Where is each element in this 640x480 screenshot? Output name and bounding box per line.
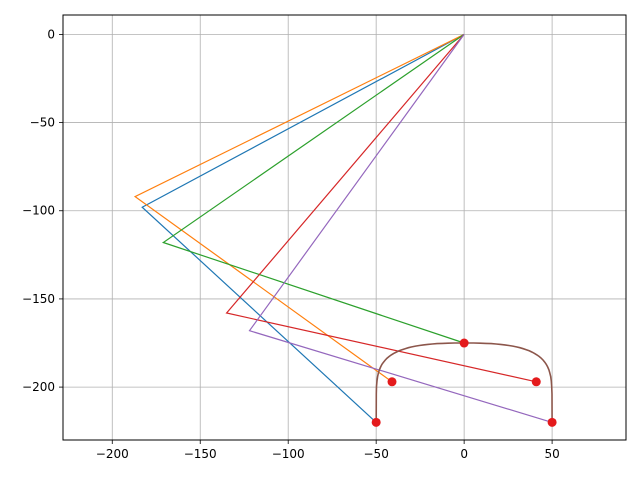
x-tick-label: −200 — [96, 447, 129, 461]
series-line-1 — [141, 33, 465, 423]
x-tick-label: 0 — [460, 447, 468, 461]
y-tick-label: 0 — [47, 27, 55, 41]
series-line-5 — [248, 34, 553, 423]
series-line-4 — [225, 34, 537, 383]
series-lines — [133, 33, 553, 423]
y-tick-label: −150 — [22, 292, 55, 306]
series-line-3 — [161, 33, 465, 344]
marker-points — [371, 338, 557, 427]
marker-point — [371, 417, 381, 427]
y-tick-label: −100 — [22, 204, 55, 218]
series-line-2 — [133, 33, 465, 383]
x-tick-label: −100 — [272, 447, 305, 461]
axis-ticks: −200 −150 −100 −50 0 50 0 −50 −100 −150 −200 — [22, 27, 560, 461]
x-tick-label: −150 — [184, 447, 217, 461]
x-tick-label: 50 — [544, 447, 559, 461]
marker-point — [531, 377, 541, 387]
marker-point — [459, 338, 469, 348]
marker-point — [387, 377, 397, 387]
grid-lines — [63, 15, 626, 440]
x-tick-label: −50 — [364, 447, 389, 461]
plot-frame — [62, 14, 627, 441]
marker-point — [547, 417, 557, 427]
y-tick-label: −200 — [22, 380, 55, 394]
y-tick-label: −50 — [30, 116, 55, 130]
